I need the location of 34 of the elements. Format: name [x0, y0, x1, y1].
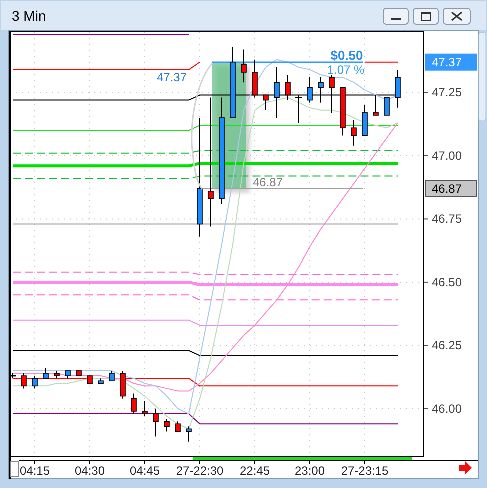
candlestick	[131, 393, 137, 414]
annotation: $0.50	[330, 48, 364, 63]
candlestick	[109, 370, 115, 382]
y-tick-label: 46.25	[432, 338, 462, 353]
annotation: 1.07 %	[327, 62, 366, 77]
y-tick-label: 46.00	[432, 402, 462, 416]
candlestick	[186, 426, 192, 442]
ref-line-label: 47.37	[156, 70, 188, 84]
x-tick-label: 27-23:15	[341, 464, 390, 478]
y-tick-label: 47.25	[432, 86, 462, 100]
text: 47.37	[432, 55, 462, 70]
x-tick-label: 27-22:30	[176, 464, 224, 478]
candlestick	[362, 104, 368, 136]
candlestick	[208, 97, 214, 228]
ref-line-label: 46.87	[253, 175, 284, 190]
candlestick	[351, 120, 357, 146]
x-tick-label: 23:00	[294, 464, 326, 478]
candlestick	[384, 97, 390, 116]
y-tick-label: 46.75	[432, 212, 462, 226]
y-tick-label: 46.50	[432, 275, 462, 290]
candlestick	[142, 400, 148, 418]
candlestick	[175, 421, 181, 432]
candlestick	[43, 368, 49, 380]
candlestick	[164, 418, 170, 432]
chart-title: 3 Min	[12, 8, 46, 24]
x-tick-label: 04:15	[20, 464, 50, 478]
candlestick	[153, 408, 159, 438]
text: 46.87	[432, 182, 462, 196]
x-tick-label: 22:45	[240, 464, 270, 478]
x-tick-label: 04:30	[74, 464, 106, 478]
candlestick	[241, 49, 247, 84]
candlestick	[32, 376, 38, 390]
y-tick-label: 47.00	[432, 148, 462, 163]
x-tick-label: 04:45	[130, 464, 160, 478]
